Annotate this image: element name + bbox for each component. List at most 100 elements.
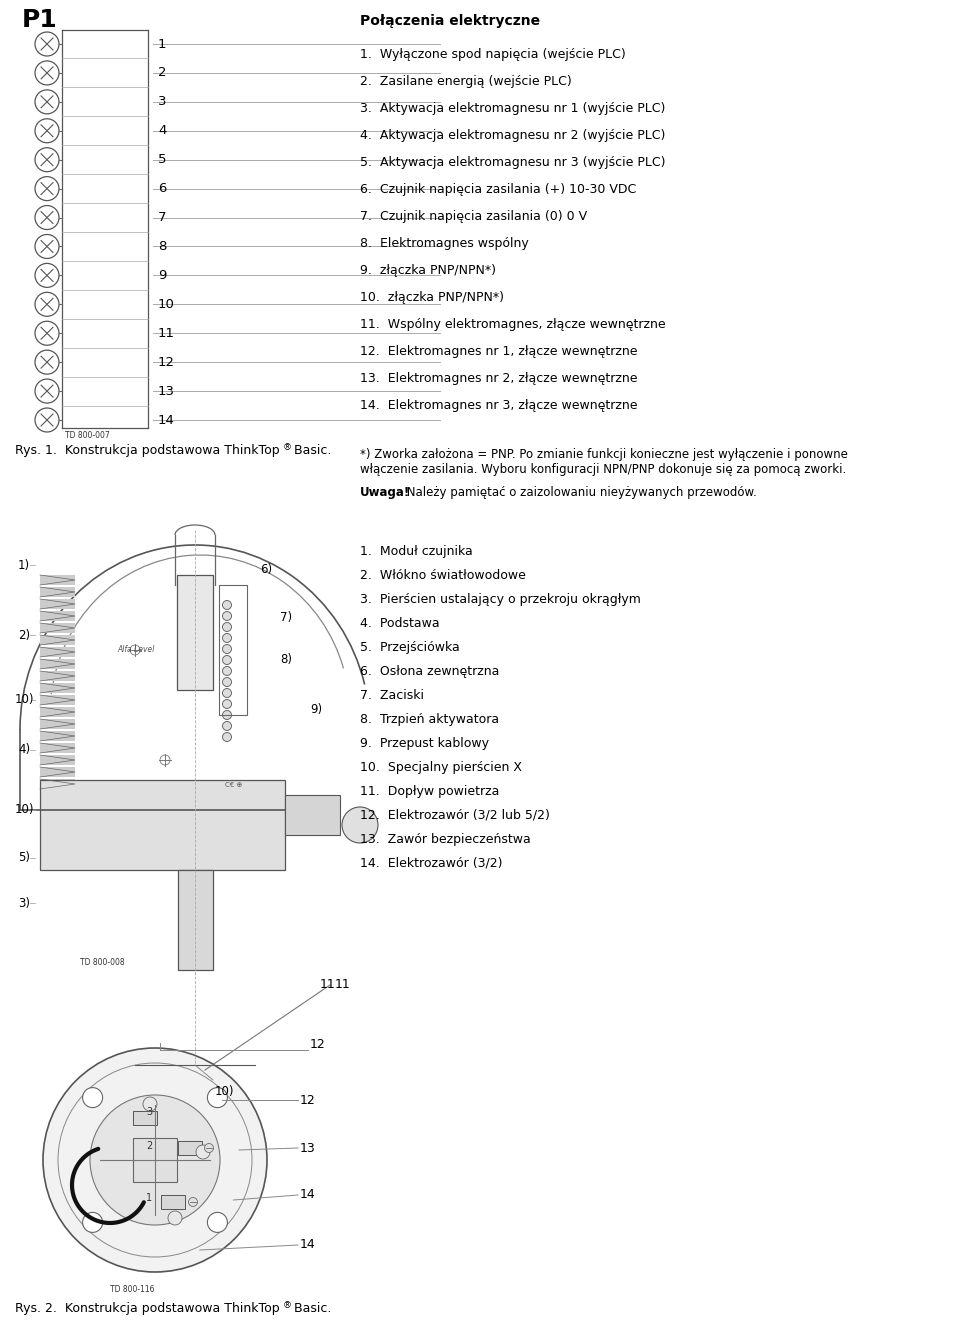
Polygon shape <box>40 587 75 598</box>
Text: 4.  Aktywacja elektromagnesu nr 2 (wyjście PLC): 4. Aktywacja elektromagnesu nr 2 (wyjści… <box>360 129 665 142</box>
Text: 12.  Elektrozawór (3/2 lub 5/2): 12. Elektrozawór (3/2 lub 5/2) <box>360 809 550 822</box>
Circle shape <box>43 1048 267 1272</box>
Text: 3: 3 <box>158 96 166 109</box>
Text: 8.  Elektromagnes wspólny: 8. Elektromagnes wspólny <box>360 236 529 250</box>
Text: 13.  Zawór bezpieczeństwa: 13. Zawór bezpieczeństwa <box>360 833 531 846</box>
Circle shape <box>223 633 231 643</box>
Text: 5): 5) <box>18 851 30 865</box>
Polygon shape <box>40 730 75 741</box>
Text: 11: 11 <box>158 327 175 340</box>
Circle shape <box>90 1096 220 1224</box>
Text: 2): 2) <box>18 628 30 641</box>
Circle shape <box>223 721 231 730</box>
Circle shape <box>223 677 231 687</box>
Text: Połączenia elektryczne: Połączenia elektryczne <box>360 15 540 28</box>
Circle shape <box>223 600 231 610</box>
Text: 7: 7 <box>158 211 166 224</box>
Text: 10): 10) <box>15 693 35 706</box>
Text: 6: 6 <box>158 182 166 195</box>
Text: włączenie zasilania. Wyboru konfiguracji NPN/PNP dokonuje się za pomocą zworki.: włączenie zasilania. Wyboru konfiguracji… <box>360 463 847 475</box>
Text: 10.  Specjalny pierścien X: 10. Specjalny pierścien X <box>360 761 522 774</box>
Text: *) Zworka założona = PNP. Po zmianie funkcji konieczne jest wyłączenie i ponowne: *) Zworka założona = PNP. Po zmianie fun… <box>360 448 848 461</box>
Text: Uwaga!: Uwaga! <box>360 486 410 499</box>
Circle shape <box>207 1212 228 1232</box>
Text: 9): 9) <box>310 704 323 717</box>
Polygon shape <box>40 659 75 669</box>
Text: 1: 1 <box>146 1193 152 1203</box>
Text: 2.  Włókno światłowodowe: 2. Włókno światłowodowe <box>360 568 526 582</box>
Text: 9.  złączka PNP/NPN*): 9. złączka PNP/NPN*) <box>360 264 496 278</box>
Text: TD 800-008: TD 800-008 <box>80 957 125 967</box>
Text: 12.  Elektromagnes nr 1, złącze wewnętrzne: 12. Elektromagnes nr 1, złącze wewnętrzn… <box>360 345 637 359</box>
Text: 6.  Osłona zewnętrzna: 6. Osłona zewnętrzna <box>360 665 499 679</box>
Text: 4: 4 <box>158 125 166 137</box>
Text: 9: 9 <box>158 268 166 282</box>
Text: 12: 12 <box>158 356 175 369</box>
Text: 3.  Pierścien ustalający o przekroju okrągłym: 3. Pierścien ustalający o przekroju okrą… <box>360 594 641 606</box>
Text: 1.  Moduł czujnika: 1. Moduł czujnika <box>360 544 472 558</box>
Text: 10): 10) <box>215 1085 234 1098</box>
Bar <box>285 795 340 835</box>
Text: Rys. 2.  Konstrukcja podstawowa ThinkTop: Rys. 2. Konstrukcja podstawowa ThinkTop <box>15 1301 279 1315</box>
Polygon shape <box>40 671 75 681</box>
Polygon shape <box>40 695 75 705</box>
Text: 3): 3) <box>18 896 30 910</box>
Polygon shape <box>40 599 75 610</box>
Circle shape <box>342 807 378 843</box>
Bar <box>178 1141 202 1155</box>
Text: 14: 14 <box>300 1189 316 1202</box>
Text: 2: 2 <box>158 66 166 80</box>
Circle shape <box>188 1198 198 1207</box>
Circle shape <box>168 1211 182 1224</box>
Text: Alfa Level: Alfa Level <box>117 645 155 655</box>
Text: 1: 1 <box>158 37 166 50</box>
Bar <box>133 1138 177 1182</box>
Polygon shape <box>40 718 75 729</box>
Circle shape <box>223 688 231 697</box>
Text: Basic.: Basic. <box>290 1301 331 1315</box>
Text: 14: 14 <box>300 1239 316 1251</box>
Circle shape <box>196 1145 210 1159</box>
Text: 13: 13 <box>300 1142 316 1154</box>
Text: 12: 12 <box>310 1038 325 1052</box>
Bar <box>40 780 285 870</box>
Text: 14: 14 <box>158 413 175 426</box>
Circle shape <box>223 623 231 632</box>
Text: 1.  Wyłączone spod napięcia (wejście PLC): 1. Wyłączone spod napięcia (wejście PLC) <box>360 48 626 61</box>
Text: 8): 8) <box>280 653 292 667</box>
Text: C€ ⊕: C€ ⊕ <box>225 782 242 788</box>
Text: 2: 2 <box>146 1141 152 1151</box>
Circle shape <box>83 1088 103 1108</box>
Circle shape <box>223 644 231 653</box>
Bar <box>133 1112 157 1125</box>
Circle shape <box>83 1212 103 1232</box>
Text: 4.  Podstawa: 4. Podstawa <box>360 618 440 629</box>
Text: 9.  Przepust kablowy: 9. Przepust kablowy <box>360 737 489 750</box>
Circle shape <box>223 733 231 741</box>
Polygon shape <box>40 635 75 645</box>
Text: 13.  Elektromagnes nr 2, złącze wewnętrzne: 13. Elektromagnes nr 2, złącze wewnętrzn… <box>360 372 637 385</box>
Text: 5: 5 <box>158 153 166 166</box>
Text: 2.  Zasilane energią (wejście PLC): 2. Zasilane energią (wejście PLC) <box>360 74 572 88</box>
Circle shape <box>204 1143 213 1153</box>
Text: Basic.: Basic. <box>290 444 331 457</box>
Text: 6): 6) <box>260 563 272 576</box>
Text: 11.  Wspólny elektromagnes, złącze wewnętrzne: 11. Wspólny elektromagnes, złącze wewnęt… <box>360 317 665 331</box>
Text: 3.  Aktywacja elektromagnesu nr 1 (wyjście PLC): 3. Aktywacja elektromagnesu nr 1 (wyjści… <box>360 102 665 116</box>
Text: 10.  złączka PNP/NPN*): 10. złączka PNP/NPN*) <box>360 291 504 304</box>
Text: 3: 3 <box>146 1108 152 1117</box>
Text: 10): 10) <box>15 803 35 817</box>
Polygon shape <box>40 742 75 753</box>
Circle shape <box>223 667 231 676</box>
Text: 11: 11 <box>335 979 350 992</box>
Text: 1): 1) <box>18 559 30 571</box>
Polygon shape <box>40 575 75 586</box>
Text: 7.  Zaciski: 7. Zaciski <box>360 689 424 703</box>
Circle shape <box>143 1097 157 1112</box>
Text: 10: 10 <box>158 297 175 311</box>
Circle shape <box>223 611 231 620</box>
Text: 14.  Elektromagnes nr 3, złącze wewnętrzne: 14. Elektromagnes nr 3, złącze wewnętrzn… <box>360 398 637 412</box>
Text: P1: P1 <box>22 8 58 32</box>
Polygon shape <box>40 768 75 777</box>
Text: 8.  Trzpień aktywatora: 8. Trzpień aktywatora <box>360 713 499 726</box>
